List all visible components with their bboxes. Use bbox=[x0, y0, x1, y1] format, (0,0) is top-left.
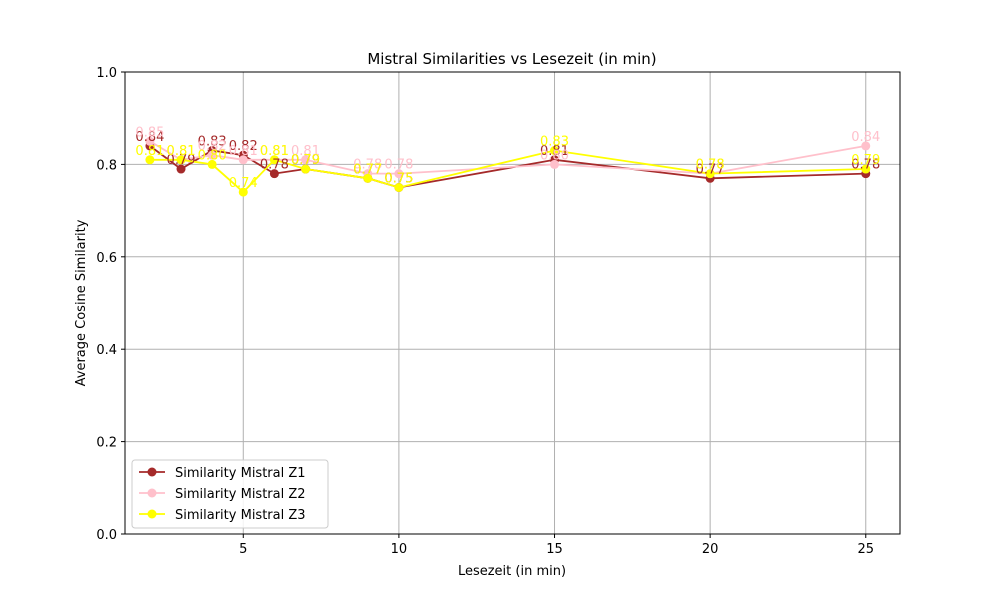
data-label: 0.78 bbox=[696, 158, 725, 173]
data-label: 0.80 bbox=[198, 148, 227, 163]
legend-label: Similarity Mistral Z1 bbox=[175, 466, 306, 481]
y-tick-label: 0.2 bbox=[96, 436, 117, 451]
y-axis-label: Average Cosine Similarity bbox=[74, 219, 89, 386]
plot-frame bbox=[124, 71, 901, 535]
data-label: 0.75 bbox=[384, 172, 413, 187]
data-label: 0.83 bbox=[540, 135, 569, 150]
data-label: 0.80 bbox=[540, 148, 569, 163]
data-point bbox=[176, 164, 186, 174]
data-point bbox=[394, 183, 404, 192]
legend-entry: Similarity Mistral Z2 bbox=[139, 487, 306, 502]
data-label: 0.74 bbox=[229, 176, 258, 191]
data-label: 0.75 bbox=[384, 172, 413, 187]
y-tick-label: 0.4 bbox=[96, 343, 117, 358]
legend-marker bbox=[147, 467, 157, 477]
data-point bbox=[176, 155, 186, 165]
legend-entry: Similarity Mistral Z1 bbox=[139, 466, 306, 481]
data-label: 0.78 bbox=[851, 158, 880, 173]
legend-marker bbox=[147, 488, 157, 498]
data-label: 0.82 bbox=[198, 139, 227, 154]
data-label: 0.78 bbox=[353, 158, 382, 173]
y-tick-label: 0.8 bbox=[96, 158, 117, 173]
data-point bbox=[238, 155, 248, 165]
data-point bbox=[207, 159, 217, 169]
data-point bbox=[145, 136, 155, 146]
data-label: 0.85 bbox=[135, 125, 164, 140]
legend-marker bbox=[147, 509, 157, 519]
x-tick-label: 20 bbox=[702, 542, 719, 557]
x-tick-label: 5 bbox=[239, 542, 247, 557]
x-axis: 5 10 15 20 25 bbox=[239, 534, 874, 557]
data-label: 0.84 bbox=[135, 130, 164, 145]
legend: Similarity Mistral Z1 Similarity Mistral … bbox=[131, 459, 329, 529]
legend-frame bbox=[131, 459, 329, 529]
data-label: 0.81 bbox=[260, 144, 289, 159]
data-point bbox=[269, 155, 279, 165]
legend-entry: Similarity Mistral Z3 bbox=[139, 508, 306, 523]
data-label: 0.81 bbox=[167, 144, 196, 159]
data-point bbox=[269, 169, 279, 179]
data-label: 0.82 bbox=[229, 139, 258, 154]
legend-label: Similarity Mistral Z2 bbox=[175, 487, 306, 502]
data-label: 0.78 bbox=[260, 158, 289, 173]
data-label: 0.77 bbox=[353, 162, 382, 177]
plot-area: 0.840.790.83 0.820.78 0.790.770.750.810.77… bbox=[124, 71, 901, 535]
plot-background bbox=[125, 72, 900, 534]
x-tick-label: 10 bbox=[391, 542, 408, 557]
data-label: 0.78 bbox=[696, 158, 725, 173]
data-label: 0.79 bbox=[291, 153, 320, 168]
x-axis-label: Lesezeit (in min) bbox=[458, 564, 566, 579]
data-label: 0.81 bbox=[229, 144, 258, 159]
data-label: 0.79 bbox=[291, 153, 320, 168]
data-label: 0.78 bbox=[384, 158, 413, 173]
data-label: 0.81 bbox=[540, 144, 569, 159]
data-label: 0.84 bbox=[851, 130, 880, 145]
data-point bbox=[301, 155, 311, 165]
data-label: 0.81 bbox=[167, 144, 196, 159]
data-labels-layer: 0.840.790.83 0.820.78 0.790.770.750.810.77… bbox=[135, 125, 880, 191]
data-label: 0.77 bbox=[353, 162, 382, 177]
x-tick-label: 15 bbox=[546, 542, 563, 557]
data-point bbox=[705, 169, 715, 179]
data-label: 0.79 bbox=[167, 153, 196, 168]
chart-title: Mistral Similarities vs Lesezeit (in min… bbox=[367, 50, 656, 68]
data-point bbox=[363, 173, 373, 183]
series-3 bbox=[145, 146, 871, 197]
data-point bbox=[145, 155, 155, 165]
data-point bbox=[861, 164, 871, 174]
legend-label: Similarity Mistral Z3 bbox=[175, 508, 306, 523]
series-layer bbox=[145, 136, 871, 197]
data-label: 0.77 bbox=[696, 162, 725, 177]
x-tick-label: 25 bbox=[857, 542, 874, 557]
data-label: 0.81 bbox=[291, 144, 320, 159]
y-tick-label: 0.6 bbox=[96, 251, 117, 266]
y-tick-label: 1.0 bbox=[96, 66, 117, 81]
data-label: 0.81 bbox=[135, 144, 164, 159]
data-point bbox=[301, 164, 311, 174]
data-label: 0.81 bbox=[260, 144, 289, 159]
data-label: 0.79 bbox=[851, 153, 880, 168]
data-point bbox=[550, 146, 560, 156]
data-point bbox=[394, 169, 404, 179]
data-point bbox=[207, 150, 217, 160]
data-point bbox=[861, 141, 871, 151]
data-label: 0.83 bbox=[198, 135, 227, 150]
y-tick-label: 0.0 bbox=[96, 528, 117, 543]
data-point bbox=[238, 187, 248, 197]
y-axis: 0.0 0.2 0.4 0.6 0.8 1.0 bbox=[96, 66, 125, 543]
data-point bbox=[550, 159, 560, 169]
